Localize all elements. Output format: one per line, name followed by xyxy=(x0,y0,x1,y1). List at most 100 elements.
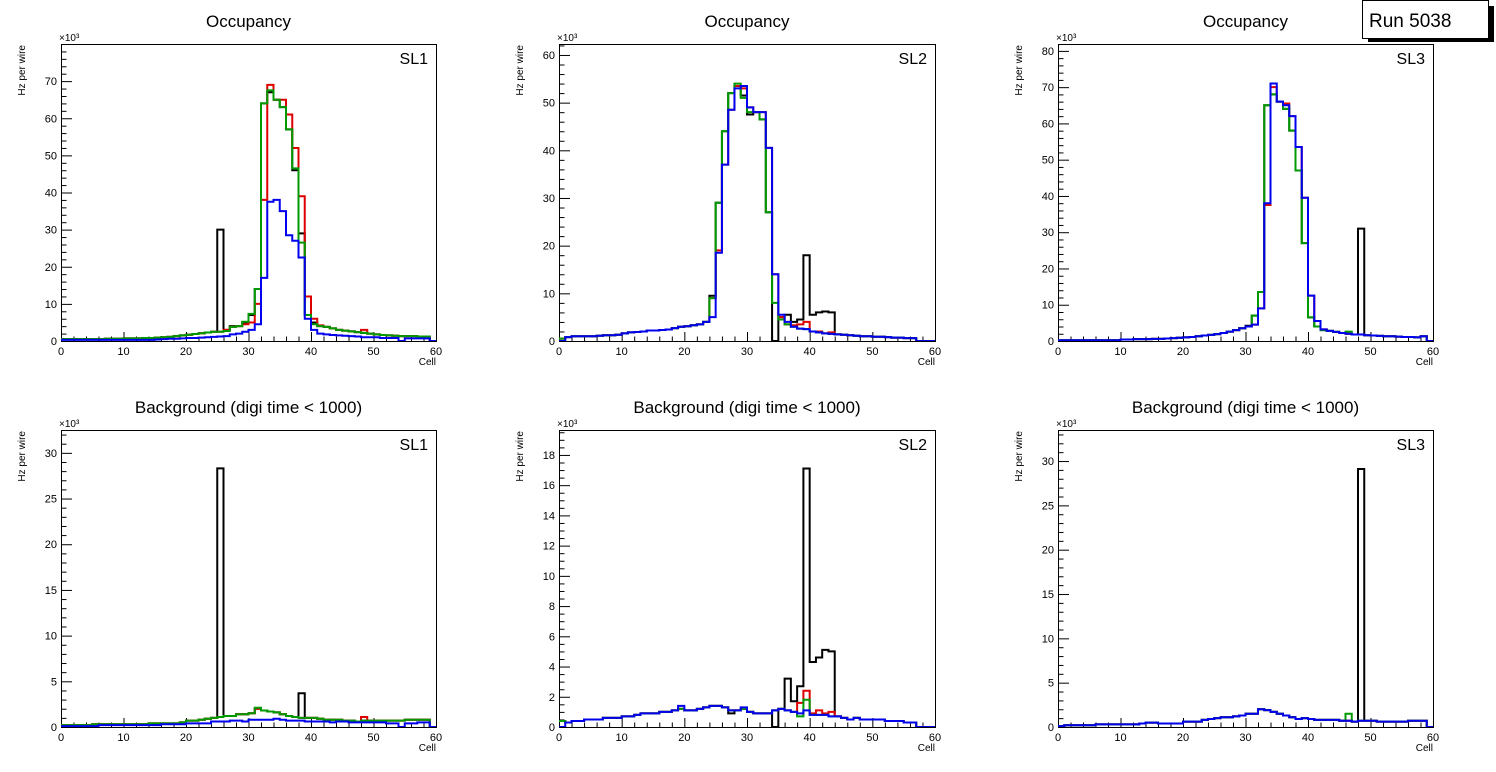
plot-frame xyxy=(559,44,936,342)
x-tick-label: 40 xyxy=(1302,346,1314,358)
y-tick-label: 8 xyxy=(549,601,555,613)
y-tick-label: 0 xyxy=(1048,722,1054,734)
y-multiplier-label: ×10³ xyxy=(59,419,80,430)
plot-title: Background (digi time < 1000) xyxy=(135,398,362,417)
x-tick-label: 0 xyxy=(58,732,64,744)
x-tick-label: 50 xyxy=(1364,346,1376,358)
x-axis-label: Cell xyxy=(419,743,436,754)
y-tick-label: 10 xyxy=(45,631,57,643)
plot-title: Background (digi time < 1000) xyxy=(633,398,860,417)
superlayer-label: SL1 xyxy=(400,437,429,454)
x-tick-label: 30 xyxy=(1239,732,1251,744)
y-tick-label: 50 xyxy=(1042,155,1054,167)
x-tick-label: 60 xyxy=(430,346,442,358)
y-tick-label: 50 xyxy=(45,150,57,162)
y-tick-label: 2 xyxy=(549,692,555,704)
y-multiplier-label: ×10³ xyxy=(1056,33,1077,44)
x-tick-label: 60 xyxy=(929,346,941,358)
x-tick-label: 10 xyxy=(1114,346,1126,358)
y-tick-label: 0 xyxy=(51,722,57,734)
y-tick-label: 60 xyxy=(543,50,555,62)
x-tick-label: 10 xyxy=(117,732,129,744)
y-axis-label: Hz per wire xyxy=(1014,431,1025,482)
y-tick-label: 5 xyxy=(1048,678,1054,690)
x-tick-label: 10 xyxy=(1114,732,1126,744)
y-tick-label: 40 xyxy=(543,145,555,157)
x-tick-label: 40 xyxy=(305,346,317,358)
y-tick-label: 5 xyxy=(51,676,57,688)
y-tick-label: 10 xyxy=(45,299,57,311)
y-tick-label: 20 xyxy=(1042,545,1054,557)
y-tick-label: 30 xyxy=(1042,227,1054,239)
y-axis-label: Hz per wire xyxy=(17,431,28,482)
y-tick-label: 14 xyxy=(543,510,555,522)
histogram-series-blue xyxy=(61,717,436,727)
histogram-panel-3: Occupancy 0 10 20 30 40 50 60 0 10 20 30 40 50 60 70 80×… xyxy=(1014,12,1439,368)
x-tick-label: 40 xyxy=(804,346,816,358)
y-tick-label: 70 xyxy=(1042,82,1054,94)
plot-frame xyxy=(61,430,437,728)
histogram-panel-4: Background (digi time < 1000)0 10 20 30 40 50… xyxy=(17,398,442,754)
x-tick-label: 50 xyxy=(367,346,379,358)
x-axis-label: Cell xyxy=(918,743,935,754)
histogram-series-blue xyxy=(559,84,935,341)
x-tick-label: 20 xyxy=(1177,346,1189,358)
y-tick-label: 25 xyxy=(45,494,57,506)
x-tick-label: 10 xyxy=(616,732,628,744)
superlayer-label: SL2 xyxy=(899,51,928,68)
y-tick-label: 0 xyxy=(549,336,555,348)
x-tick-label: 60 xyxy=(929,732,941,744)
plot-frame xyxy=(1058,430,1434,728)
run-box-frame xyxy=(1362,0,1489,39)
x-axis-label: Cell xyxy=(419,357,436,368)
x-axis-label: Cell xyxy=(918,357,935,368)
histogram-series-blue xyxy=(1058,708,1433,727)
y-tick-label: 16 xyxy=(543,480,555,492)
y-tick-label: 20 xyxy=(45,262,57,274)
x-tick-label: 20 xyxy=(1177,732,1189,744)
x-tick-label: 60 xyxy=(1427,346,1439,358)
y-tick-label: 30 xyxy=(45,225,57,237)
run-label: Run 5038 xyxy=(1369,11,1451,32)
y-axis-label: Hz per wire xyxy=(17,45,28,96)
x-tick-label: 0 xyxy=(556,732,562,744)
y-tick-label: 25 xyxy=(1042,500,1054,512)
y-tick-label: 40 xyxy=(45,188,57,200)
y-tick-label: 10 xyxy=(1042,300,1054,312)
x-tick-label: 30 xyxy=(1239,346,1251,358)
y-tick-label: 15 xyxy=(1042,589,1054,601)
y-tick-label: 80 xyxy=(1042,46,1054,58)
x-tick-label: 30 xyxy=(741,732,753,744)
y-tick-label: 30 xyxy=(543,193,555,205)
superlayer-label: SL3 xyxy=(1397,51,1426,68)
superlayer-label: SL2 xyxy=(899,437,928,454)
x-tick-label: 20 xyxy=(678,346,690,358)
y-tick-label: 70 xyxy=(45,76,57,88)
y-tick-label: 4 xyxy=(549,662,555,674)
x-tick-label: 30 xyxy=(741,346,753,358)
y-multiplier-label: ×10³ xyxy=(557,419,578,430)
x-tick-label: 50 xyxy=(1364,732,1376,744)
y-tick-label: 0 xyxy=(1048,336,1054,348)
y-multiplier-label: ×10³ xyxy=(1056,419,1077,430)
plot-title: Occupancy xyxy=(1203,12,1289,31)
y-tick-label: 0 xyxy=(51,336,57,348)
y-tick-label: 30 xyxy=(45,448,57,460)
x-tick-label: 0 xyxy=(1055,346,1061,358)
y-tick-label: 12 xyxy=(543,541,555,553)
x-tick-label: 20 xyxy=(180,732,192,744)
histogram-series-blue xyxy=(61,198,436,341)
x-axis-label: Cell xyxy=(1416,743,1433,754)
y-axis-label: Hz per wire xyxy=(515,45,526,96)
y-tick-label: 18 xyxy=(543,450,555,462)
histogram-panel-5: Background (digi time < 1000)0 10 20 30 40 50… xyxy=(515,398,941,754)
y-tick-label: 60 xyxy=(45,113,57,125)
y-tick-label: 20 xyxy=(45,539,57,551)
x-tick-label: 50 xyxy=(367,732,379,744)
y-tick-label: 50 xyxy=(543,98,555,110)
plot-title: Occupancy xyxy=(704,12,790,31)
y-tick-label: 20 xyxy=(543,241,555,253)
x-tick-label: 20 xyxy=(678,732,690,744)
